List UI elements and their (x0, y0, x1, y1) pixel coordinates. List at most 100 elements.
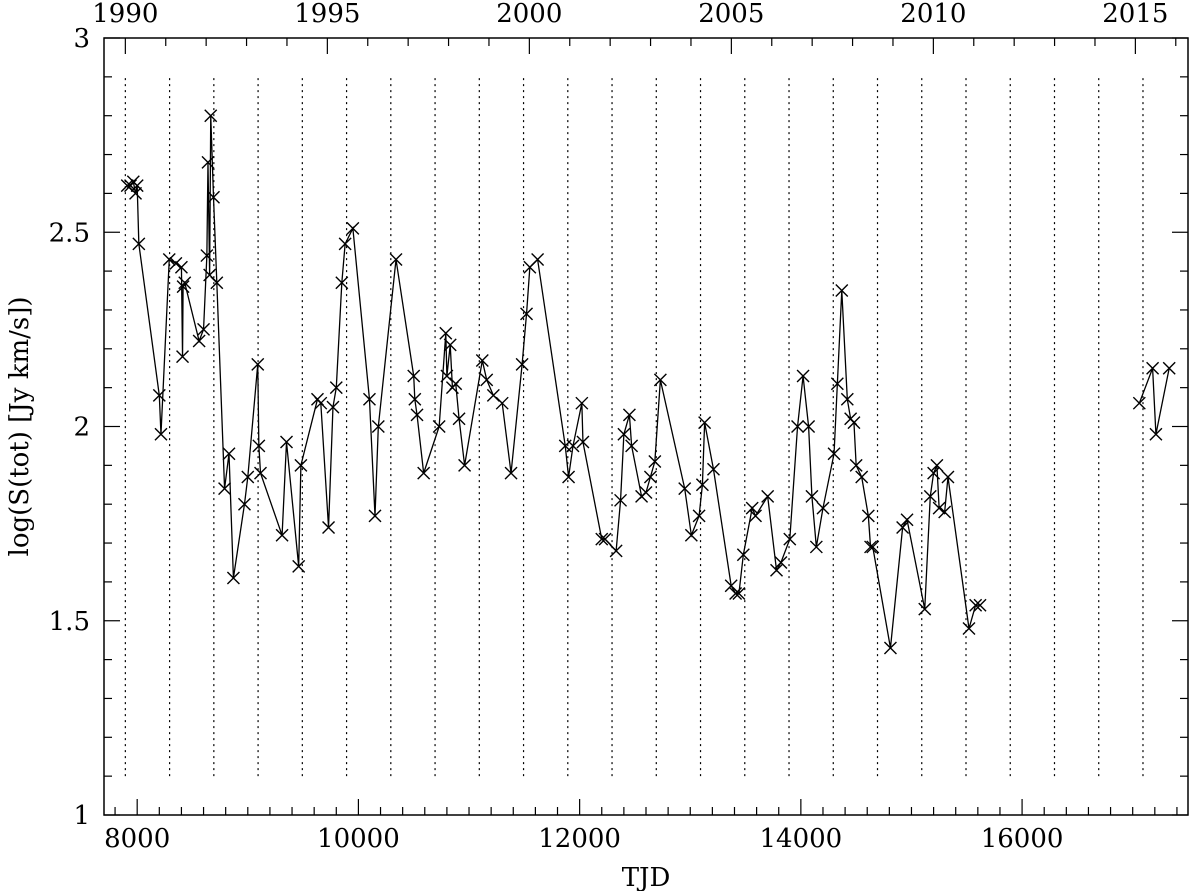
data-point (783, 532, 797, 546)
data-point (648, 454, 662, 468)
data-point (241, 470, 255, 484)
data-point (335, 276, 349, 290)
data-point (162, 252, 176, 266)
data-point (486, 388, 500, 402)
data-point (595, 532, 609, 546)
top-tick-label: 2010 (900, 0, 966, 29)
data-point (200, 249, 214, 263)
data-point (326, 400, 340, 414)
data-point (495, 396, 509, 410)
data-point (280, 435, 294, 449)
data-point (562, 470, 576, 484)
data-point (204, 109, 218, 123)
data-point (520, 307, 534, 321)
data-point (761, 489, 775, 503)
data-point (178, 276, 192, 290)
data-point (322, 521, 336, 535)
top-tick-label: 1995 (294, 0, 360, 29)
data-point (1146, 361, 1160, 375)
data-point (410, 408, 424, 422)
y-tick-label: 2 (73, 413, 90, 443)
data-point (130, 179, 144, 193)
data-point (941, 470, 955, 484)
data-point (129, 186, 143, 200)
data-point (900, 513, 914, 527)
data-point (176, 280, 190, 294)
data-point (389, 252, 403, 266)
data-point (973, 598, 987, 612)
y-tick-label: 3 (73, 24, 90, 54)
data-point (1132, 396, 1146, 410)
data-point (639, 486, 653, 500)
data-point (515, 357, 529, 371)
x-tick-label: 16000 (981, 824, 1064, 854)
data-point (252, 439, 266, 453)
data-point (938, 505, 952, 519)
data-point (440, 369, 454, 383)
data-point (174, 260, 188, 274)
data-point (449, 377, 463, 391)
top-tick-label: 2005 (698, 0, 764, 29)
data-point (749, 509, 763, 523)
data-point (575, 396, 589, 410)
data-point (883, 641, 897, 655)
season-markers (124, 76, 1144, 777)
data-point (827, 447, 841, 461)
data-point (745, 501, 759, 515)
data-point (918, 602, 932, 616)
data-point (962, 622, 976, 636)
data-point (732, 587, 746, 601)
data-point (830, 377, 844, 391)
series-line (127, 115, 981, 649)
y-tick-label: 2.5 (49, 218, 90, 248)
data-point (294, 458, 308, 472)
data-point (226, 571, 240, 585)
data-point (254, 466, 268, 480)
x-tick-label: 12000 (538, 824, 621, 854)
data-point (614, 493, 628, 507)
data-point (504, 466, 518, 480)
data-point (439, 326, 453, 340)
data-point (791, 420, 805, 433)
data-point (625, 439, 639, 453)
data-point (927, 466, 941, 480)
data-point (847, 416, 861, 430)
x-axis-title: TJD (622, 863, 671, 891)
x-tick-label: 10000 (317, 824, 400, 854)
top-tick-label: 1990 (92, 0, 158, 29)
data-point (432, 420, 446, 433)
data-point (706, 462, 720, 476)
data-point (598, 532, 612, 546)
data-point (371, 420, 385, 433)
data-point (443, 338, 457, 352)
data-point (692, 509, 706, 523)
x-tick-label: 8000 (104, 824, 170, 854)
data-point (653, 373, 667, 387)
data-point (314, 396, 328, 410)
data-point (362, 392, 376, 406)
data-point (802, 420, 816, 433)
data-point (201, 155, 215, 169)
data-point (475, 353, 489, 367)
data-point (698, 416, 712, 430)
data-point (622, 408, 636, 422)
y-axis-title: log(S(tot) [Jy km/s]) (5, 297, 35, 557)
data-point (408, 392, 422, 406)
top-tick-label: 2000 (496, 0, 562, 29)
y-tick-label: 1.5 (49, 607, 90, 637)
axes: 8000 10000 12000 14000 16000 1990 1995 2000 2005… (49, 0, 1188, 854)
data-point (480, 373, 494, 387)
data-point (617, 427, 631, 441)
data-point (338, 237, 352, 251)
data-point (840, 392, 854, 406)
series-line (1138, 367, 1170, 435)
data-point (969, 598, 983, 612)
data-point (695, 478, 709, 492)
data-point (1149, 427, 1163, 441)
data-point (154, 427, 168, 441)
data-point (736, 548, 750, 562)
data-point (566, 439, 580, 453)
data-point (368, 509, 382, 523)
data-point (729, 587, 743, 601)
